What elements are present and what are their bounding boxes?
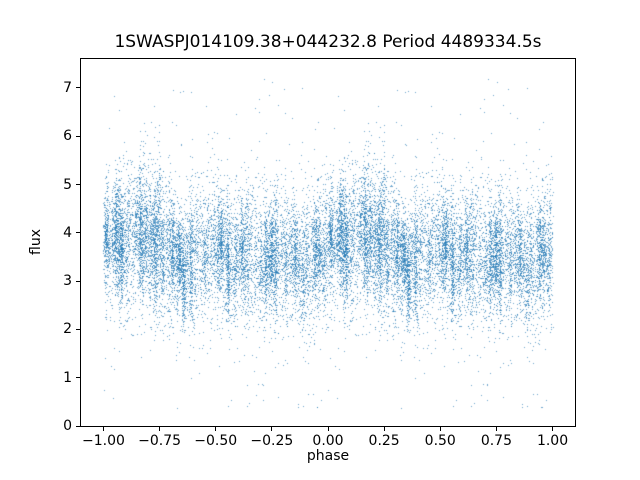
- x-tick-mark: [215, 427, 217, 431]
- x-tick-mark: [383, 427, 385, 431]
- y-tick-label: 5: [63, 176, 72, 193]
- y-tick-label: 0: [63, 418, 72, 434]
- y-tick-mark: [76, 425, 80, 427]
- y-tick-label: 7: [63, 79, 72, 96]
- x-tick-label: 0.75: [480, 433, 512, 449]
- x-tick-mark: [159, 427, 161, 431]
- y-tick-label: 6: [63, 128, 72, 145]
- y-tick-label: 2: [63, 321, 72, 338]
- x-tick-mark: [495, 427, 497, 431]
- y-tick-mark: [76, 87, 80, 89]
- x-tick-mark: [439, 427, 441, 431]
- y-tick-label: 1: [63, 369, 72, 386]
- y-tick-mark: [76, 232, 80, 234]
- x-tick-label: 1.00: [536, 433, 569, 449]
- chart-title: 1SWASPJ014109.38+044232.8 Period 4489334…: [114, 32, 542, 52]
- x-tick-label: −0.50: [194, 433, 238, 449]
- scatter-points-canvas: [81, 59, 575, 426]
- x-tick-mark: [102, 427, 104, 431]
- y-tick-mark: [76, 135, 80, 137]
- y-tick-label: 3: [63, 273, 72, 290]
- x-tick-label: 0.00: [312, 433, 344, 449]
- x-tick-mark: [552, 427, 554, 431]
- y-tick-label: 4: [63, 224, 72, 241]
- y-tick-mark: [76, 328, 80, 330]
- x-tick-label: 0.50: [424, 433, 456, 449]
- x-tick-label: −0.25: [250, 433, 294, 449]
- x-tick-mark: [271, 427, 273, 431]
- y-tick-mark: [76, 377, 80, 379]
- x-tick-label: 0.25: [368, 433, 400, 449]
- y-tick-mark: [76, 280, 80, 282]
- x-axis-label: phase: [306, 448, 350, 464]
- x-tick-mark: [327, 427, 329, 431]
- x-tick-label: −1.00: [82, 433, 125, 449]
- y-tick-mark: [76, 184, 80, 186]
- plot-area: [80, 58, 576, 427]
- x-tick-label: −0.75: [138, 433, 182, 449]
